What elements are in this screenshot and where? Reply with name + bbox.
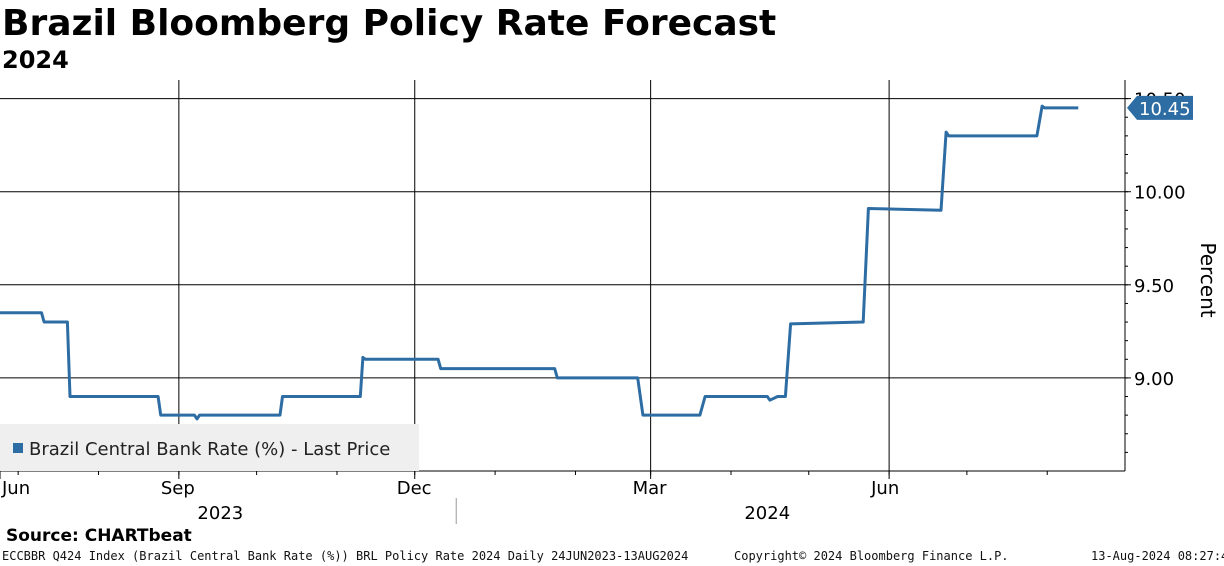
y-tick-label: 9.00 <box>1134 369 1174 390</box>
legend-swatch <box>13 443 23 453</box>
x-tick-label: Jun <box>1 478 30 499</box>
last-value-label: 10.45 <box>1139 99 1191 120</box>
last-value-tag <box>1127 95 1193 120</box>
x-tick-label: Mar <box>633 478 668 499</box>
x-tick-label: Sep <box>161 478 195 499</box>
y-axis-title: Percent <box>1196 242 1220 317</box>
chart-title: Brazil Bloomberg Policy Rate Forecast <box>2 3 777 44</box>
y-tick-label: 9.50 <box>1134 276 1174 297</box>
y-tick-label: 10.00 <box>1134 183 1186 204</box>
series-line <box>0 104 1079 421</box>
legend-box <box>0 424 419 471</box>
year-label: 2024 <box>744 503 790 524</box>
footer-copyright: Copyright© 2024 Bloomberg Finance L.P. <box>734 549 1009 563</box>
year-label: 2023 <box>197 503 243 524</box>
footer-index-description: ECCBBR Q424 Index (Brazil Central Bank R… <box>2 549 689 563</box>
footer-timestamp: 13-Aug-2024 08:27:40 <box>1091 549 1224 563</box>
source-note: Source: CHARTbeat <box>6 526 192 546</box>
x-tick-label: Jun <box>870 478 899 499</box>
chart-subtitle: 2024 <box>2 46 69 74</box>
x-tick-label: Dec <box>397 478 432 499</box>
legend-label: Brazil Central Bank Rate (%) - Last Pric… <box>29 439 390 460</box>
